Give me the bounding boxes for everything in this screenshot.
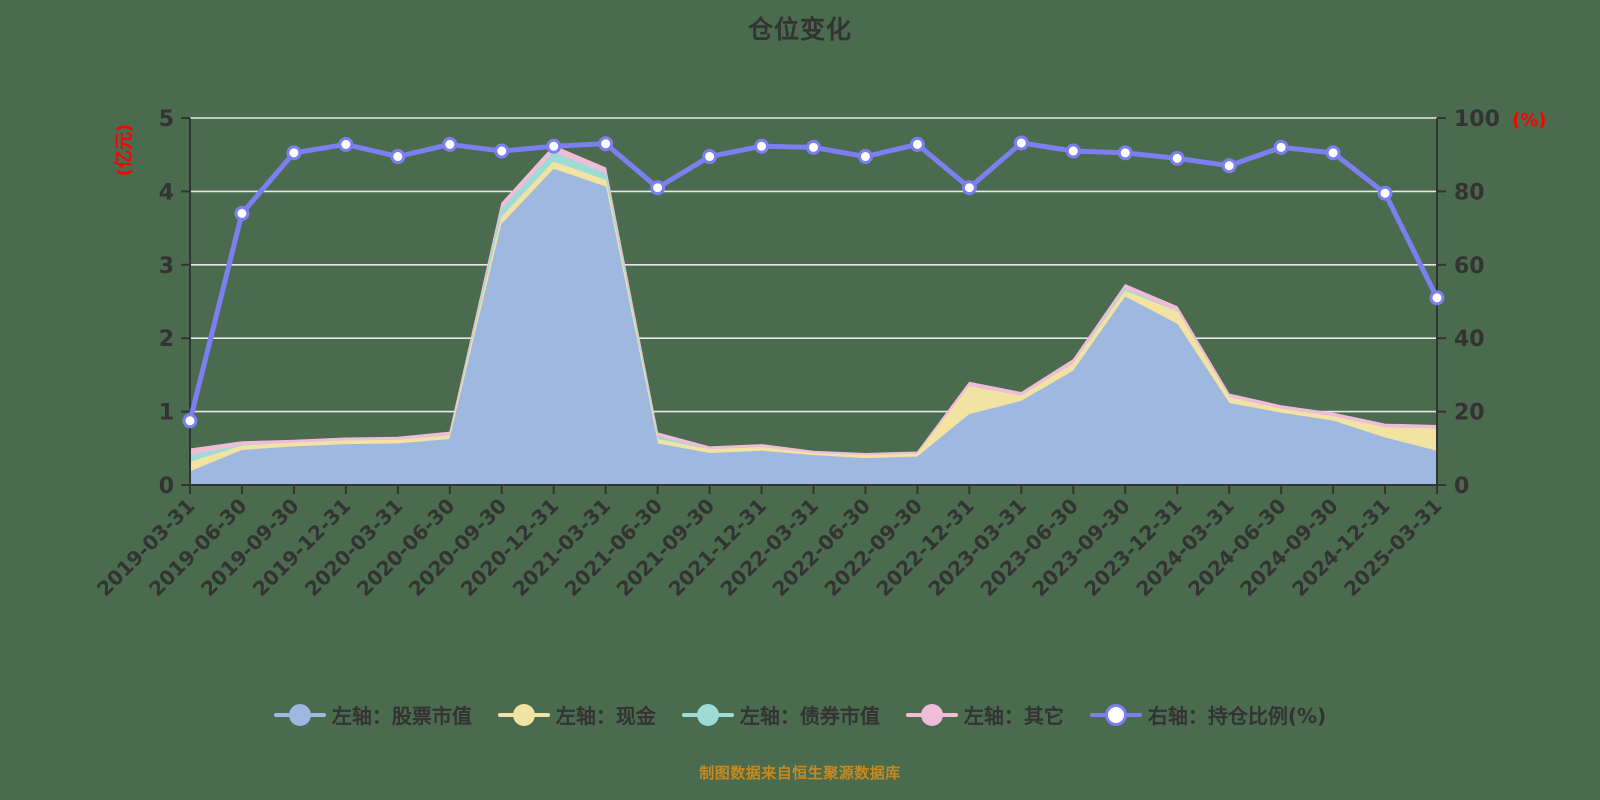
ratio-line-series xyxy=(187,140,1440,424)
legend-item-3[interactable]: 左轴：其它 xyxy=(905,700,1064,729)
legend-dot-swatch xyxy=(1104,703,1127,726)
ratio-line-point xyxy=(754,138,770,154)
right-axis-tick-label: 60 xyxy=(1454,254,1485,279)
legend-item-label: 左轴：股票市值 xyxy=(331,704,472,728)
legend-dot-swatch xyxy=(288,703,311,726)
ratio-line-point xyxy=(182,413,198,429)
ratio-line-point xyxy=(1013,135,1029,151)
ratio-line-point xyxy=(546,138,562,154)
legend-dot-swatch xyxy=(920,703,943,726)
legend-item-0[interactable]: 左轴：股票市值 xyxy=(273,700,472,729)
left-axis-tick-label: 0 xyxy=(159,474,174,499)
ratio-line-point xyxy=(1221,158,1237,174)
ratio-line-point xyxy=(1273,139,1289,155)
ratio-line-point xyxy=(390,149,406,165)
left-axis-tick-label: 1 xyxy=(159,401,174,426)
line-dot-marker-icon xyxy=(273,703,326,726)
right-axis-tick-label: 100 xyxy=(1454,107,1500,132)
ratio-line-point xyxy=(1377,185,1393,201)
ratio-line-point xyxy=(442,136,458,152)
left-axis-tick-label: 5 xyxy=(159,107,174,132)
ratio-line-point xyxy=(1325,145,1341,161)
legend-dot-swatch xyxy=(512,703,535,726)
ratio-line-point xyxy=(857,149,873,165)
legend-item-label: 右轴：持仓比例(%) xyxy=(1147,704,1327,728)
ratio-line-point xyxy=(961,180,977,196)
left-axis-tick-label: 2 xyxy=(159,327,174,352)
ratio-line-point xyxy=(494,143,510,159)
right-axis-tick-label: 20 xyxy=(1454,401,1485,426)
ratio-line-point xyxy=(1117,145,1133,161)
ratio-line-point xyxy=(702,149,718,165)
left-axis-tick-label: 4 xyxy=(159,180,174,205)
line-dot-marker-icon xyxy=(681,703,734,726)
ratio-line-point xyxy=(909,136,925,152)
ratio-line-point xyxy=(1065,143,1081,159)
legend-item-2[interactable]: 左轴：债券市值 xyxy=(681,700,880,729)
right-axis-unit-label: (%) xyxy=(1512,110,1547,131)
right-axis-tick-label: 0 xyxy=(1454,474,1469,499)
right-axis-tick-label: 40 xyxy=(1454,327,1485,352)
legend-item-label: 左轴：其它 xyxy=(963,704,1064,728)
ratio-line-point xyxy=(1429,290,1445,306)
legend-item-label: 左轴：债券市值 xyxy=(739,704,880,728)
ratio-line-point xyxy=(338,136,354,152)
chart-legend: 左轴：股票市值 左轴：现金 左轴：债券市值 左轴：其它 右轴：持仓比例(%) xyxy=(0,700,1600,729)
page-title: 仓位变化 xyxy=(747,15,852,44)
ratio-line-point xyxy=(286,145,302,161)
chart-plot-area: 012345020406080100(亿元)(%)2019-03-312019-… xyxy=(92,107,1547,601)
left-axis-unit-label: (亿元) xyxy=(113,124,135,176)
ratio-line-point xyxy=(1169,150,1185,166)
ratio-line-point xyxy=(234,205,250,221)
left-axis-tick-label: 3 xyxy=(159,254,174,279)
legend-item-label: 左轴：现金 xyxy=(555,704,656,728)
legend-item-1[interactable]: 左轴：现金 xyxy=(497,700,656,729)
footer-source-note: 制图数据来自恒生聚源数据库 xyxy=(699,764,901,782)
legend-item-4[interactable]: 右轴：持仓比例(%) xyxy=(1089,700,1327,729)
line-dot-marker-icon xyxy=(905,703,958,726)
right-axis-tick-label: 80 xyxy=(1454,180,1485,205)
ratio-line-point xyxy=(598,136,614,152)
ratio-line-point xyxy=(650,180,666,196)
line-dot-marker-icon xyxy=(1089,703,1142,726)
ratio-line-point xyxy=(806,139,821,155)
legend-dot-swatch xyxy=(696,703,719,726)
line-dot-marker-icon xyxy=(497,703,550,726)
